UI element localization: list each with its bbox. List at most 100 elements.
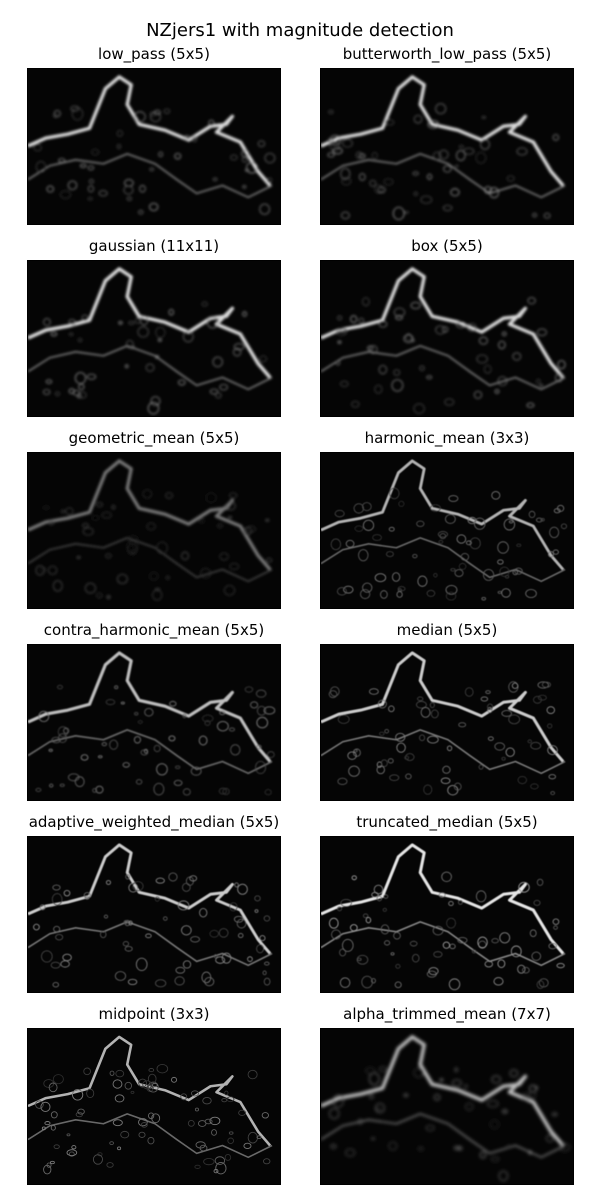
texture-curl [96,592,103,599]
texture-curl [209,1116,221,1126]
texture-curl [405,753,415,761]
texture-curl [105,699,116,706]
texture-curl [358,173,366,181]
texture-curl [175,966,186,974]
texture-curl [353,503,365,514]
texture-curl [75,1111,83,1118]
texture-curl [383,178,394,186]
texture-curl [212,356,223,368]
texture-curl [433,951,443,958]
texture-curl [490,1156,500,1162]
ridge-edge [321,267,565,379]
texture-curl [438,892,446,898]
texture-curl [491,938,499,944]
texture-curl [128,882,138,893]
texture-curl [340,211,350,220]
texture-curl [219,552,229,561]
texture-curl [540,518,545,522]
texture-curl [72,389,80,396]
lower-edge [28,921,273,967]
texture-curl [182,882,191,892]
texture-curl [194,1107,199,1112]
texture-curl [337,714,350,724]
texture-curl [332,147,343,155]
texture-curl [374,1102,385,1114]
texture-curl [491,1075,502,1084]
texture-curl [516,543,522,548]
texture-curl [361,975,373,989]
texture-curl [531,951,542,961]
texture-curl [152,589,163,601]
texture-curl [427,735,439,744]
texture-curl [84,582,97,594]
texture-curl [365,1067,376,1074]
texture-curl [375,1107,382,1112]
texture-curl [68,1151,75,1157]
texture-curl [404,210,409,214]
ridge-edge [321,843,565,955]
texture-curl [177,379,186,386]
texture-curl [153,782,165,796]
texture-curl [264,152,276,164]
texture-curl [79,163,87,168]
texture-curl [358,317,365,324]
texture-curl [218,787,227,795]
texture-curl [438,539,444,544]
texture-curl [429,702,435,709]
texture-curl [437,531,449,538]
texture-curl [393,931,401,940]
texture-curl [33,923,40,931]
texture-curl [142,1080,152,1090]
texture-curl [512,352,522,361]
texture-curl [368,1072,380,1086]
texture-curl [384,119,395,126]
texture-curl [483,364,492,374]
texture-curl [405,333,413,342]
texture-curl [215,1162,227,1175]
texture-curl [481,115,487,119]
texture-curl [243,526,253,535]
texture-curl [147,402,160,415]
texture-curl [327,137,334,143]
texture-curl [55,933,64,941]
panel-title: low_pass (5x5) [98,45,210,63]
texture-curl [48,748,53,752]
texture-curl [379,1066,387,1072]
panel-title: box (5x5) [411,237,483,255]
texture-curl [63,727,70,734]
texture-curl [88,179,94,184]
texture-curl [535,517,543,523]
texture-curl [478,764,484,770]
texture-curl [445,584,458,595]
texture-curl [65,507,74,515]
texture-curl [138,209,144,215]
texture-curl [35,1100,44,1109]
texture-curl [537,681,549,689]
texture-curl [473,390,483,399]
texture-curl [341,176,352,186]
texture-curl [35,565,45,576]
texture-curl [330,1143,337,1150]
texture-curl [516,147,528,156]
texture-curl [549,526,560,539]
texture-curl [444,514,456,524]
texture-curl [345,539,355,548]
edge-magnitude-image [320,260,574,417]
texture-curl [129,345,136,350]
texture-curl [49,1160,55,1165]
texture-curl [262,970,267,976]
texture-curl [202,714,214,723]
texture-curl [48,1082,58,1093]
texture-curl [91,514,100,521]
texture-curl [337,315,343,321]
texture-curl [125,340,134,349]
texture-curl [156,763,168,776]
texture-curl [458,722,467,728]
texture-curl [219,383,228,391]
texture-curl [530,741,542,750]
texture-curl [413,1067,424,1078]
texture-curl [465,1102,474,1111]
texture-curl [58,733,68,743]
texture-curl [354,525,364,532]
texture-curl [87,165,95,171]
